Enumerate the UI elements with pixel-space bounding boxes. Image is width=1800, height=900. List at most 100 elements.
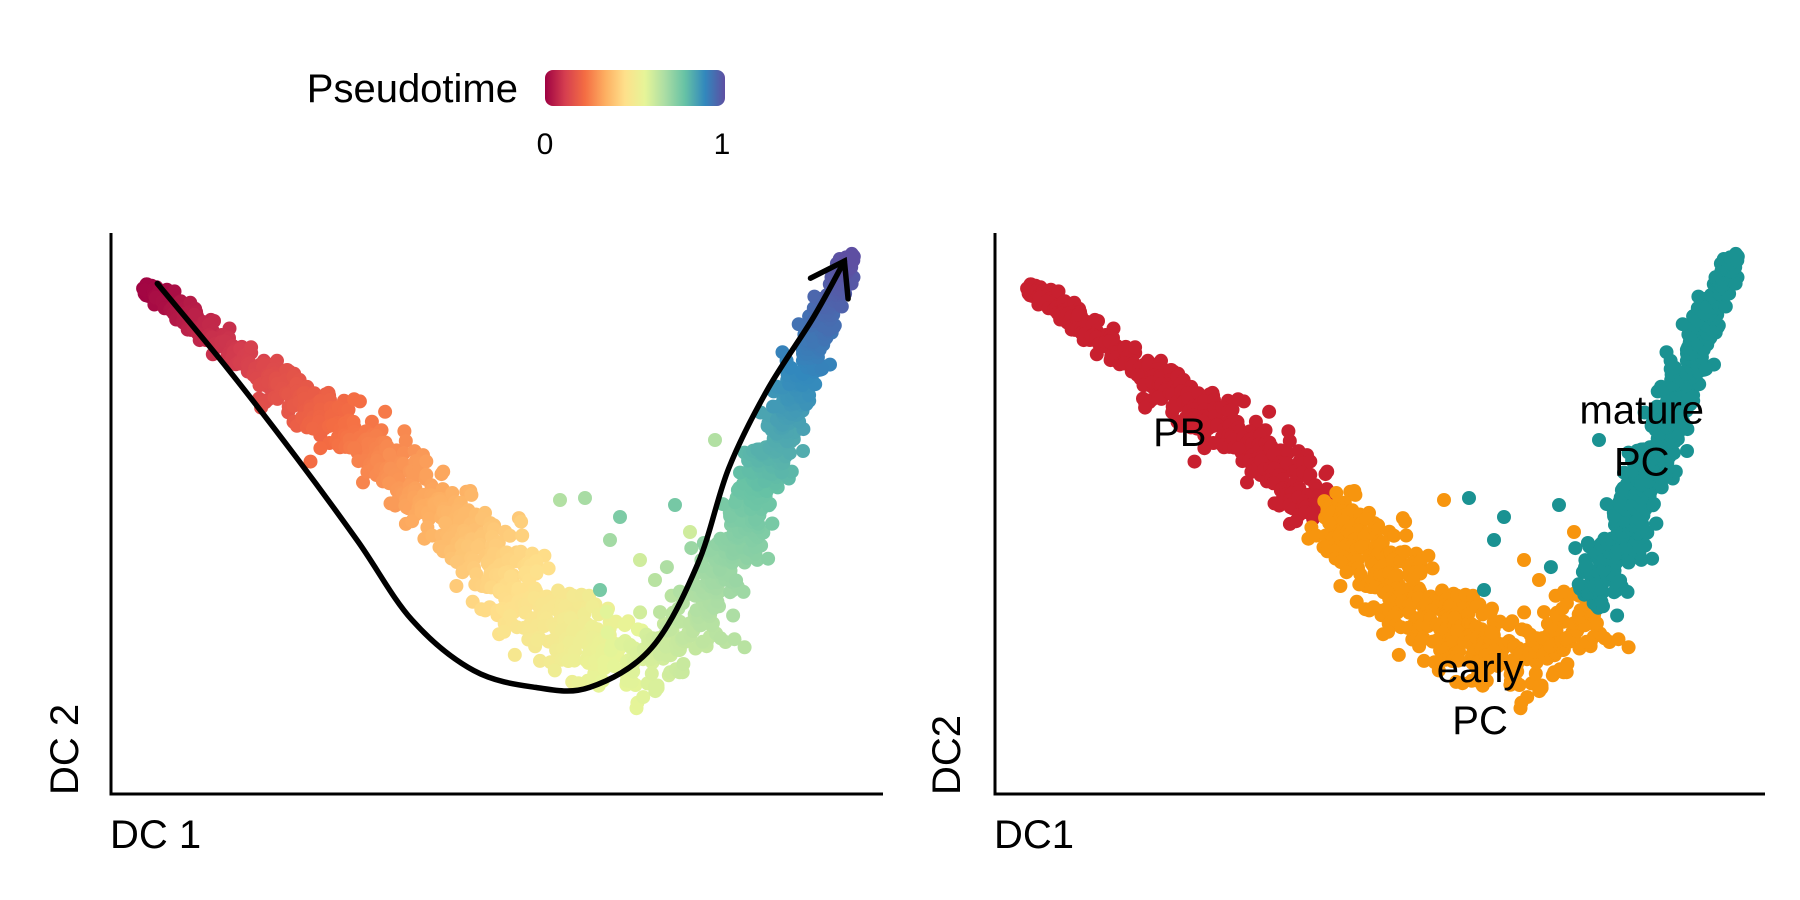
pseudotime-point xyxy=(356,475,370,490)
cluster-point xyxy=(1231,441,1246,456)
pseudotime-point xyxy=(469,567,484,582)
cluster-point xyxy=(1487,643,1502,658)
pseudotime-point xyxy=(676,657,691,671)
pseudotime-point xyxy=(553,493,567,507)
pseudotime-point xyxy=(599,604,614,619)
pseudotime-point xyxy=(784,464,799,479)
cluster-point xyxy=(1353,567,1368,582)
pseudotime-point xyxy=(603,533,617,547)
cluster-point xyxy=(1579,559,1594,574)
cluster-point xyxy=(1399,528,1414,543)
pseudotime-point xyxy=(347,441,362,456)
pseudotime-point xyxy=(600,625,615,640)
pseudotime-point xyxy=(578,491,592,505)
cluster-point xyxy=(1592,433,1606,447)
cluster-point xyxy=(1398,514,1413,529)
pseudotime-point xyxy=(607,659,621,674)
cluster-point xyxy=(1417,653,1431,668)
left-scatter-points xyxy=(136,246,861,716)
legend-title: Pseudotime xyxy=(307,67,518,111)
cluster-label: PB xyxy=(1153,411,1206,455)
pseudotime-point xyxy=(313,441,328,456)
cluster-point xyxy=(1491,659,1505,674)
pseudotime-point xyxy=(633,605,648,620)
cluster-point xyxy=(1451,653,1466,668)
cluster-point xyxy=(1387,528,1401,543)
cluster-point xyxy=(1320,464,1335,479)
pseudotime-point xyxy=(644,666,659,681)
pseudotime-point xyxy=(791,317,806,332)
cluster-point xyxy=(1607,509,1622,524)
pseudotime-point xyxy=(515,528,530,543)
pseudotime-point xyxy=(419,454,434,469)
pseudotime-point xyxy=(761,551,776,566)
pseudotime-point xyxy=(507,647,522,662)
pseudotime-point xyxy=(533,653,547,668)
pseudotime-point xyxy=(593,583,607,597)
cluster-point xyxy=(1560,657,1575,671)
pseudotime-point xyxy=(648,679,663,694)
pseudotime-point xyxy=(668,498,682,512)
cluster-point xyxy=(1225,402,1240,417)
legend-min-label: 0 xyxy=(537,128,554,161)
cluster-label: mature PC xyxy=(1580,389,1705,485)
cluster-point xyxy=(1303,467,1318,482)
pseudotime-point xyxy=(648,573,662,587)
pseudotime-point xyxy=(684,541,699,556)
cluster-point xyxy=(1675,317,1690,332)
pseudotime-point xyxy=(405,514,420,529)
cluster-point xyxy=(1567,525,1581,539)
cluster-point xyxy=(1620,584,1635,599)
pseudotime-point xyxy=(750,442,765,457)
cluster-point xyxy=(1650,399,1664,414)
cluster-point xyxy=(1197,441,1212,456)
right-x-axis-label: DC1 xyxy=(994,813,1074,857)
cluster-plot: DC1 DC2 PB early PC mature PC xyxy=(925,233,1765,857)
cluster-point xyxy=(1354,539,1369,554)
pseudotime-point xyxy=(708,433,722,447)
pseudotime-legend: Pseudotime 0 1 xyxy=(307,67,731,161)
cluster-point xyxy=(1668,464,1683,479)
pseudotime-point xyxy=(464,487,479,502)
pseudotime-point xyxy=(398,434,413,448)
cluster-point xyxy=(1528,666,1543,681)
cluster-point xyxy=(1648,516,1663,531)
cluster-point xyxy=(1189,421,1204,436)
cluster-point xyxy=(1240,475,1254,490)
pseudotime-point xyxy=(436,464,451,479)
cluster-point xyxy=(1698,362,1713,377)
right-scatter-points xyxy=(1020,246,1745,716)
legend-max-label: 1 xyxy=(714,128,731,161)
trajectory-arrowhead xyxy=(807,256,851,302)
pseudotime-point xyxy=(736,584,751,599)
pseudotime-point xyxy=(617,618,632,633)
pseudotime-point xyxy=(530,633,545,648)
cluster-point xyxy=(1425,561,1440,576)
cluster-point xyxy=(1262,404,1277,419)
cluster-point xyxy=(1414,633,1429,648)
cluster-point xyxy=(1128,340,1143,355)
pseudotime-point xyxy=(766,399,780,414)
cluster-point xyxy=(1599,497,1614,512)
cluster-point xyxy=(1387,569,1402,584)
cluster-point xyxy=(1236,394,1251,409)
cluster-point xyxy=(1543,560,1558,575)
pseudotime-point xyxy=(844,246,859,261)
cluster-point xyxy=(1645,551,1660,566)
cluster-point xyxy=(1508,674,1523,689)
pseudotime-point xyxy=(659,560,674,575)
cluster-point xyxy=(1728,246,1743,261)
cluster-point xyxy=(1303,454,1318,469)
cluster-point xyxy=(1501,618,1516,633)
cluster-point xyxy=(1580,536,1595,550)
cluster-point xyxy=(1397,544,1412,559)
pseudotime-point xyxy=(713,631,728,646)
pseudotime-point xyxy=(729,573,744,588)
legend-colorbar xyxy=(545,70,725,106)
pseudotime-point xyxy=(244,340,259,355)
pseudotime-point xyxy=(613,510,627,524)
cluster-point xyxy=(1634,442,1649,457)
cluster-point xyxy=(1391,647,1406,662)
cluster-point xyxy=(1462,491,1476,505)
pseudotime-point xyxy=(470,539,485,554)
